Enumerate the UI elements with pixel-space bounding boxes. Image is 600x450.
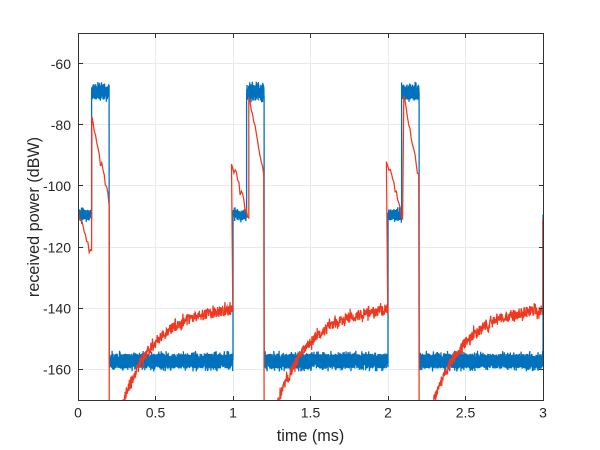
svg-text:0.5: 0.5 [146, 405, 166, 421]
svg-text:2: 2 [384, 405, 392, 421]
svg-text:1: 1 [229, 405, 237, 421]
svg-text:-80: -80 [51, 117, 71, 133]
svg-text:-100: -100 [43, 178, 71, 194]
svg-text:-160: -160 [43, 362, 71, 378]
svg-text:0: 0 [74, 405, 82, 421]
svg-text:3: 3 [539, 405, 547, 421]
svg-text:-60: -60 [51, 56, 71, 72]
svg-text:time (ms): time (ms) [277, 427, 344, 445]
svg-text:-120: -120 [43, 239, 71, 255]
svg-text:2.5: 2.5 [456, 405, 476, 421]
svg-text:-140: -140 [43, 300, 71, 316]
svg-text:1.5: 1.5 [301, 405, 321, 421]
svg-text:received power (dBW): received power (dBW) [25, 137, 43, 297]
